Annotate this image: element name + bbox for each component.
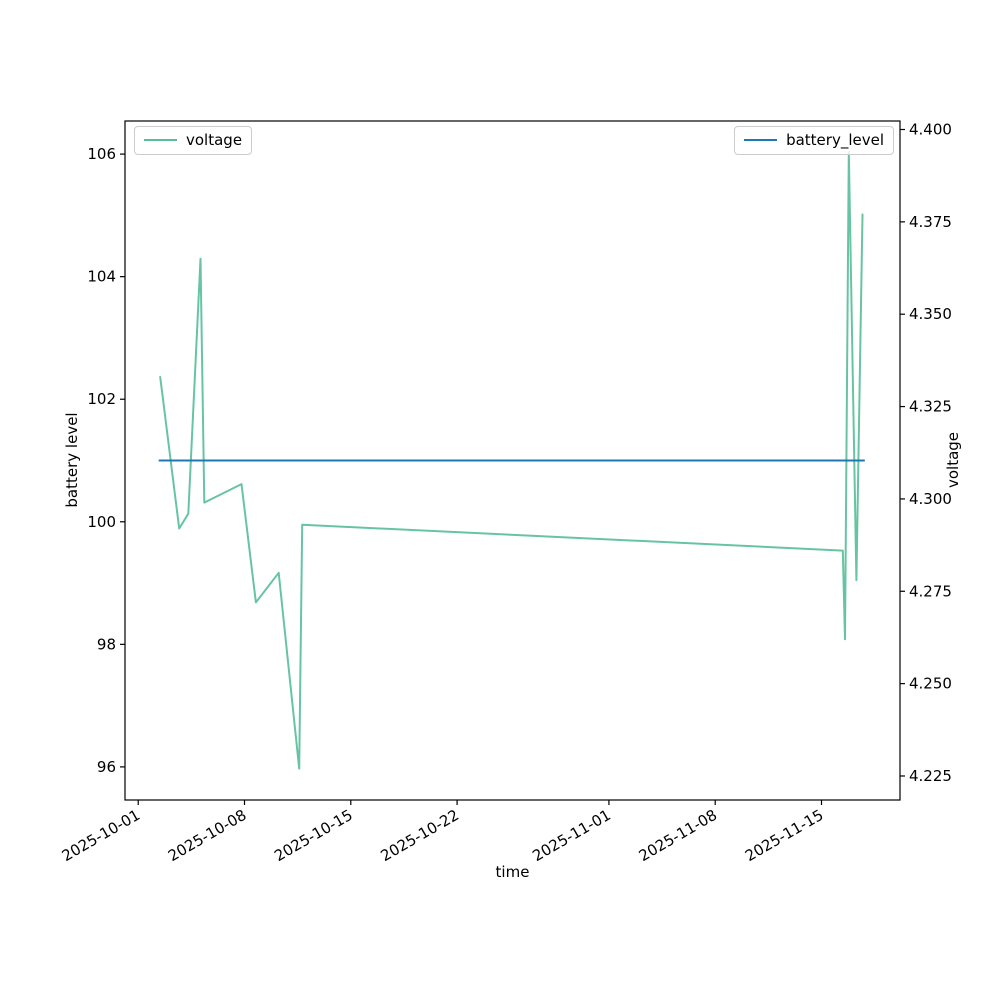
x-tick-label: 2025-10-22 bbox=[378, 806, 463, 865]
battery-level-legend-label: battery_level bbox=[786, 131, 884, 149]
y-left-tick-label: 102 bbox=[87, 390, 116, 408]
y-right-tick-label: 4.350 bbox=[909, 305, 952, 323]
y-axis-label-left: battery level bbox=[63, 412, 81, 508]
x-axis-label: time bbox=[495, 863, 530, 881]
x-tick-label: 2025-11-01 bbox=[529, 806, 614, 865]
y-left-tick-label: 96 bbox=[97, 758, 116, 776]
legend-battery-level: battery_level bbox=[734, 126, 894, 155]
x-tick-label: 2025-10-15 bbox=[271, 806, 356, 865]
y-right-tick-label: 4.275 bbox=[909, 582, 952, 600]
y-right-tick-label: 4.325 bbox=[909, 398, 952, 416]
y-right-tick-label: 4.250 bbox=[909, 675, 952, 693]
y-right-tick-label: 4.300 bbox=[909, 490, 952, 508]
voltage-legend-label: voltage bbox=[186, 131, 243, 149]
y-left-tick-label: 104 bbox=[87, 268, 116, 286]
x-tick-label: 2025-11-15 bbox=[742, 806, 827, 865]
x-tick-label: 2025-11-08 bbox=[636, 806, 721, 865]
y-right-tick-label: 4.225 bbox=[909, 767, 952, 785]
y-left-tick-label: 100 bbox=[87, 513, 116, 531]
series-line-voltage bbox=[159, 150, 864, 770]
y-left-tick-label: 98 bbox=[97, 635, 116, 653]
y-right-tick-label: 4.375 bbox=[909, 213, 952, 231]
y-right-tick-label: 4.400 bbox=[909, 120, 952, 138]
plot-border bbox=[124, 120, 901, 801]
voltage-legend-line-icon bbox=[144, 139, 177, 141]
y-left-tick-label: 106 bbox=[87, 145, 116, 163]
legend-voltage: voltage bbox=[134, 126, 253, 155]
x-tick-label: 2025-10-01 bbox=[59, 806, 144, 865]
y-axis-label-right: voltage bbox=[944, 431, 962, 489]
battery-level-legend-line-icon bbox=[744, 139, 778, 141]
x-tick-label: 2025-10-08 bbox=[165, 806, 250, 865]
